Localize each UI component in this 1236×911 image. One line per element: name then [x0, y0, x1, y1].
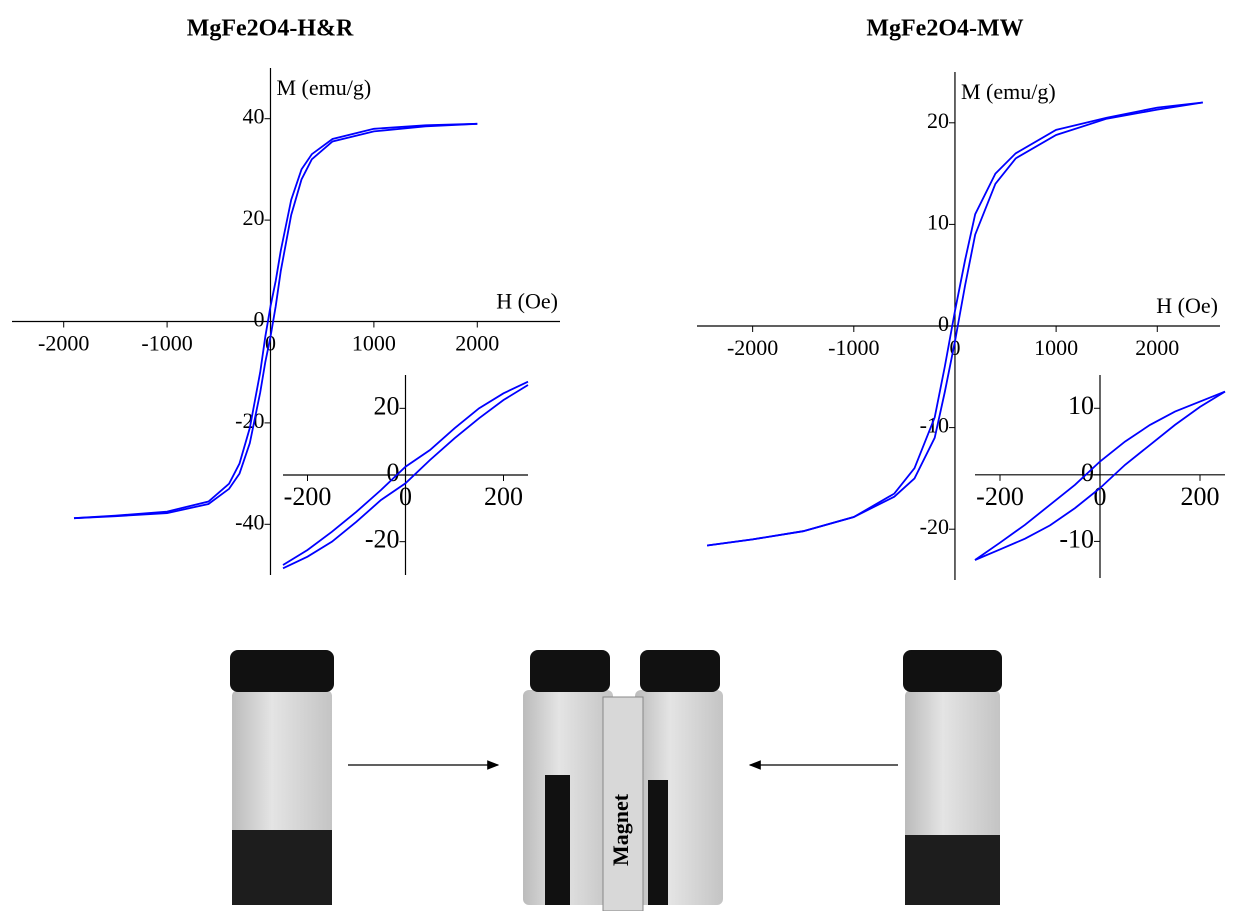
- x-axis-label: H (Oe): [1156, 293, 1218, 318]
- y-axis-label: M (emu/g): [276, 75, 371, 100]
- magnet-label: Magnet: [608, 793, 633, 866]
- x-tick-label: 1000: [1034, 335, 1078, 360]
- y-tick-label: 20: [374, 391, 400, 420]
- chart-title: MgFe2O4-MW: [866, 16, 1023, 42]
- magnet: Magnet: [603, 697, 643, 911]
- x-tick-label: 1000: [352, 331, 396, 356]
- y-tick-label: 10: [1068, 391, 1094, 420]
- vial: [523, 650, 613, 905]
- y-tick-label: 0: [938, 311, 949, 336]
- x-tick-label: -2000: [727, 335, 778, 360]
- vial: [903, 650, 1002, 905]
- x-tick-label: -200: [284, 482, 332, 511]
- chart-title: MgFe2O4-H&R: [187, 16, 354, 42]
- x-tick-label: -200: [976, 482, 1024, 511]
- y-tick-label: -20: [365, 525, 400, 554]
- x-tick-label: 200: [1181, 482, 1220, 511]
- y-tick-label: 40: [242, 104, 264, 129]
- x-tick-label: -1000: [141, 331, 192, 356]
- y-tick-label: -20: [920, 514, 949, 539]
- y-tick-label: 20: [927, 108, 949, 133]
- y-tick-label: -40: [235, 509, 264, 534]
- y-tick-label: 10: [927, 209, 949, 234]
- vial: [635, 650, 723, 905]
- x-tick-label: 2000: [455, 331, 499, 356]
- y-tick-label: -10: [1059, 524, 1094, 553]
- x-tick-label: 0: [1094, 482, 1107, 511]
- x-axis-label: H (Oe): [496, 289, 558, 314]
- vial: [230, 650, 334, 905]
- figure: Magnet -2000-1000010002000-40-2002040MgF…: [0, 0, 1236, 911]
- y-axis-label: M (emu/g): [961, 79, 1056, 104]
- y-tick-label: 0: [253, 307, 264, 332]
- y-tick-label: 20: [242, 205, 264, 230]
- x-tick-label: 2000: [1135, 335, 1179, 360]
- x-tick-label: 200: [484, 482, 523, 511]
- x-tick-label: -1000: [828, 335, 879, 360]
- photos: Magnet: [230, 650, 1002, 911]
- x-tick-label: -2000: [38, 331, 89, 356]
